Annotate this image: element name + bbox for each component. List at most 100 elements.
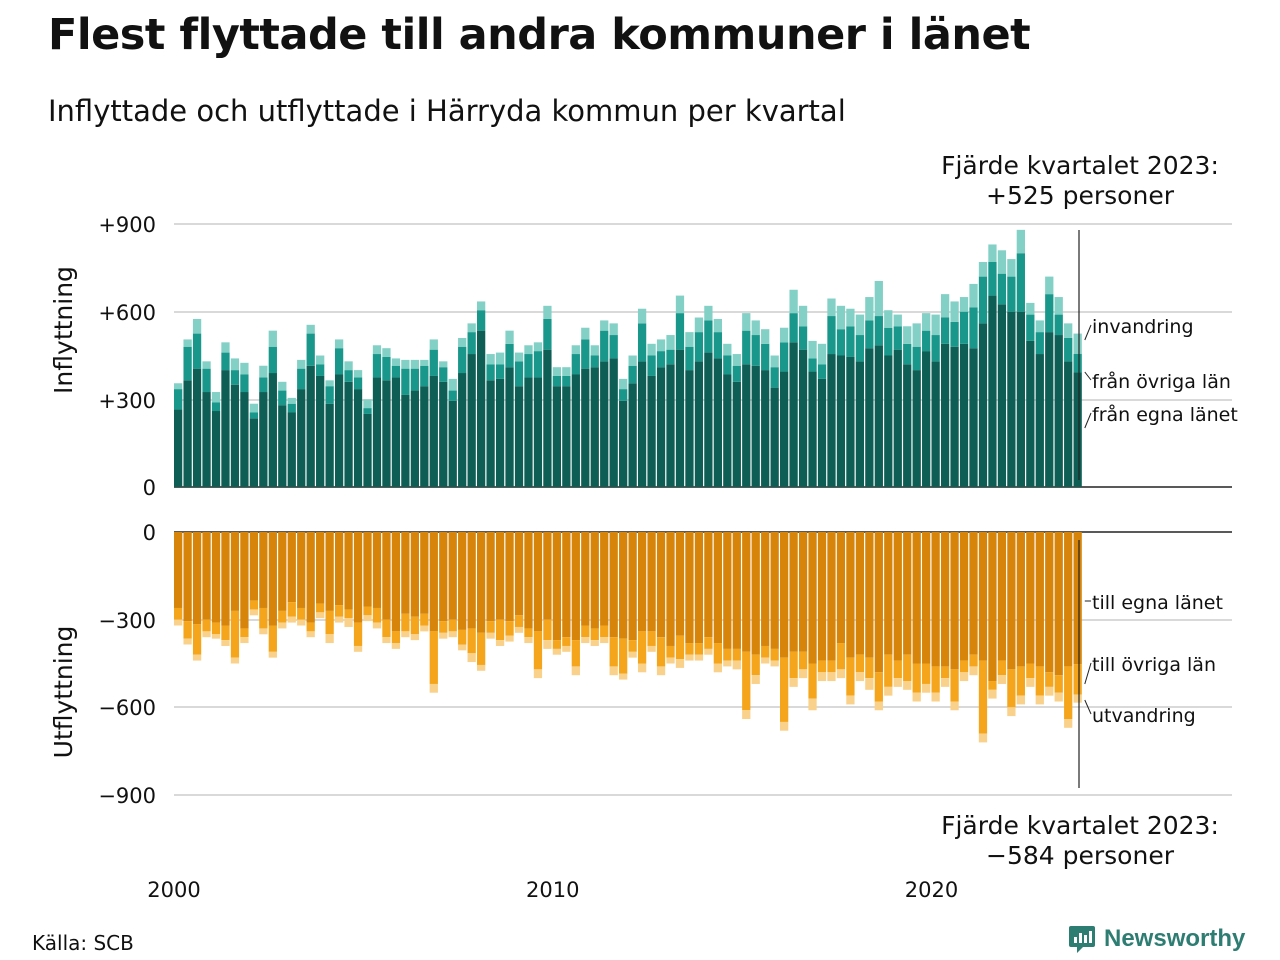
bar-utflyttning-3 xyxy=(959,672,969,682)
bar-inflyttning-3 xyxy=(808,340,817,359)
bar-inflyttning-2 xyxy=(562,375,571,387)
bar-inflyttning-3 xyxy=(1035,320,1044,333)
y-tick-label: +300 xyxy=(98,389,156,413)
bar-utflyttning-1 xyxy=(1007,532,1016,670)
bar-inflyttning-3 xyxy=(382,348,391,357)
bar-inflyttning-3 xyxy=(1064,323,1073,338)
bar-inflyttning-2 xyxy=(761,343,770,371)
bar-utflyttning-2 xyxy=(808,663,817,699)
bar-inflyttning-1 xyxy=(334,374,344,487)
newsworthy-logo-icon xyxy=(1069,926,1095,953)
newsworthy-logo-text: Newsworthy xyxy=(1104,925,1246,952)
y-tick-label: +600 xyxy=(98,301,156,325)
bar-utflyttning-3 xyxy=(467,653,476,663)
bar-utflyttning-1 xyxy=(543,532,552,620)
bar-utflyttning-3 xyxy=(950,701,959,711)
bar-inflyttning-2 xyxy=(846,326,855,357)
bar-inflyttning-2 xyxy=(931,335,940,362)
bar-inflyttning-2 xyxy=(619,389,628,401)
bar-utflyttning-2 xyxy=(1016,666,1025,696)
bar-utflyttning-3 xyxy=(448,631,457,638)
bar-inflyttning-2 xyxy=(884,327,893,356)
bar-inflyttning-1 xyxy=(959,343,969,487)
bar-inflyttning-3 xyxy=(268,330,277,347)
bar-utflyttning-3 xyxy=(344,618,353,627)
bar-utflyttning-1 xyxy=(666,532,675,646)
legend-label-utvandring: utvandring xyxy=(1092,705,1196,727)
bar-inflyttning-2 xyxy=(656,351,666,368)
bar-inflyttning-3 xyxy=(533,342,543,352)
bar-utflyttning-1 xyxy=(448,532,457,620)
bar-utflyttning-3 xyxy=(865,678,874,690)
bar-utflyttning-2 xyxy=(761,645,770,658)
bar-inflyttning-3 xyxy=(287,397,296,404)
bar-inflyttning-2 xyxy=(429,349,438,376)
annotation-line-1: Fjärde kvartalet 2023: xyxy=(941,151,1219,180)
bar-utflyttning-3 xyxy=(647,645,656,652)
bar-utflyttning-3 xyxy=(401,631,410,638)
bar-inflyttning-2 xyxy=(893,326,902,350)
bar-inflyttning-3 xyxy=(174,383,183,390)
bar-inflyttning-2 xyxy=(514,361,524,387)
bar-inflyttning-1 xyxy=(353,389,363,487)
bar-utflyttning-3 xyxy=(846,695,855,705)
legend-leader xyxy=(1084,412,1092,429)
bar-utflyttning-2 xyxy=(846,657,855,696)
bar-utflyttning-3 xyxy=(751,675,760,684)
bar-inflyttning-3 xyxy=(581,327,590,340)
bar-inflyttning-3 xyxy=(609,323,618,336)
bar-utflyttning-1 xyxy=(732,532,741,649)
bar-utflyttning-1 xyxy=(353,532,363,623)
bar-utflyttning-1 xyxy=(865,532,874,658)
bar-utflyttning-3 xyxy=(808,698,817,711)
bar-utflyttning-3 xyxy=(922,683,931,693)
bar-inflyttning-2 xyxy=(278,390,287,406)
bar-inflyttning-2 xyxy=(372,354,382,378)
bar-inflyttning-1 xyxy=(249,418,259,487)
bar-inflyttning-3 xyxy=(827,298,836,317)
bar-inflyttning-3 xyxy=(202,361,211,369)
bar-inflyttning-2 xyxy=(903,343,912,365)
bar-inflyttning-3 xyxy=(543,305,552,319)
bar-inflyttning-1 xyxy=(287,412,296,487)
bar-inflyttning-1 xyxy=(798,349,808,487)
bar-utflyttning-3 xyxy=(609,666,618,676)
bar-inflyttning-3 xyxy=(874,280,883,317)
bar-utflyttning-3 xyxy=(666,657,675,664)
bar-utflyttning-1 xyxy=(183,532,192,622)
bar-inflyttning-2 xyxy=(316,364,325,376)
bar-utflyttning-2 xyxy=(656,637,666,667)
bar-inflyttning-3 xyxy=(978,261,988,277)
bar-utflyttning-3 xyxy=(202,631,211,638)
bar-utflyttning-1 xyxy=(931,532,940,667)
bar-utflyttning-3 xyxy=(571,666,580,676)
bar-utflyttning-2 xyxy=(988,681,997,690)
bar-utflyttning-2 xyxy=(647,631,656,646)
bar-utflyttning-2 xyxy=(524,628,533,638)
bar-utflyttning-2 xyxy=(940,666,950,679)
bar-inflyttning-2 xyxy=(637,323,647,362)
bar-utflyttning-1 xyxy=(287,532,296,603)
bar-utflyttning-2 xyxy=(723,648,732,661)
bar-utflyttning-1 xyxy=(1054,532,1063,676)
bar-utflyttning-3 xyxy=(884,686,893,696)
bar-utflyttning-1 xyxy=(552,532,562,641)
bar-inflyttning-2 xyxy=(647,355,656,376)
bar-inflyttning-2 xyxy=(467,332,476,355)
bar-inflyttning-1 xyxy=(874,345,883,487)
bar-utflyttning-2 xyxy=(922,663,931,684)
bar-utflyttning-1 xyxy=(827,532,836,661)
bar-inflyttning-2 xyxy=(211,402,221,412)
bar-inflyttning-2 xyxy=(420,365,429,387)
bar-utflyttning-1 xyxy=(903,532,912,655)
bar-inflyttning-1 xyxy=(590,367,599,487)
bar-inflyttning-3 xyxy=(1016,229,1025,254)
bar-utflyttning-2 xyxy=(751,654,760,676)
bar-utflyttning-3 xyxy=(458,644,467,651)
bar-inflyttning-1 xyxy=(1035,354,1044,487)
bar-utflyttning-1 xyxy=(713,532,722,644)
bar-inflyttning-1 xyxy=(382,380,391,487)
bar-utflyttning-1 xyxy=(230,532,240,611)
bar-utflyttning-2 xyxy=(1026,663,1035,679)
bar-utflyttning-3 xyxy=(297,619,306,626)
